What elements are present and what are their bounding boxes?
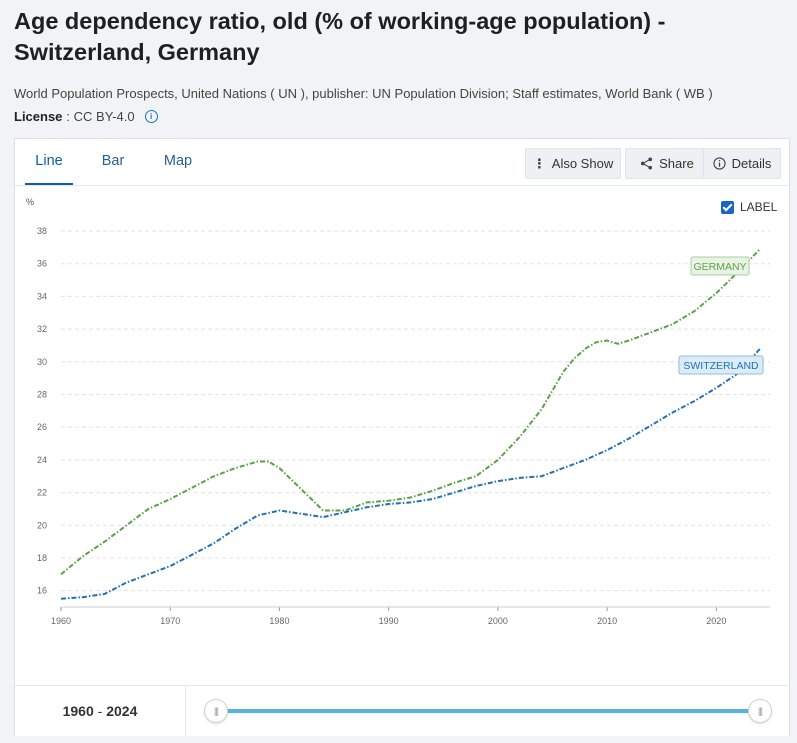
info-icon[interactable]: i [144,110,158,123]
y-tick-label: 34 [37,291,47,301]
also-show-button[interactable]: ⋮ Also Show [525,148,621,179]
range-slider-track[interactable] [215,709,759,713]
chart-tabs: Line Bar Map ⋮ Also Show Share Details [15,139,789,186]
tab-map[interactable]: Map [163,153,193,169]
range-slider-start-handle[interactable]: ||| [204,699,228,723]
y-tick-label: 18 [37,553,47,563]
line-chart: % 16 18 20 22 24 26 28 30 32 34 36 38 1960 1970 1980 199… [26,197,770,626]
year-range: 1960 - 2024 [15,686,186,736]
y-tick-label: 32 [37,324,47,334]
source-text: World Population Prospects, United Natio… [14,86,713,101]
y-axis-unit: % [26,197,34,207]
also-show-label: Also Show [551,156,614,171]
y-tick-label: 36 [37,259,47,269]
details-label: Details [731,156,772,171]
x-tick-label: 1960 [51,616,71,626]
label-checkbox[interactable] [721,200,734,214]
y-tick-label: 22 [37,488,47,498]
time-range-footer: 1960 - 2024 ||| ||| [15,685,789,736]
tab-line[interactable]: Line [25,139,73,185]
series-end-label: GERMANY [693,261,746,273]
range-slider-end-handle[interactable]: ||| [748,699,772,723]
series-end-label-box [678,355,764,375]
license-label: License [14,109,63,124]
series-end-label: SWITZERLAND [683,360,759,372]
x-tick-label: 2010 [597,616,617,626]
chart-card: Line Bar Map ⋮ Also Show Share Details [14,138,790,736]
series-line-switzerland [60,348,761,600]
range-start: 1960 [62,703,94,719]
license-line: License : CC BY-4.0 i [14,109,158,124]
share-button[interactable]: Share [625,148,709,179]
info-circle-icon [712,157,726,170]
y-tick-label: 30 [37,357,47,367]
x-tick-label: 2020 [706,616,726,626]
share-label: Share [659,156,694,171]
y-tick-label: 24 [37,455,47,465]
details-button[interactable]: Details [703,148,781,179]
label-toggle[interactable]: LABEL [721,200,777,214]
more-vertical-icon: ⋮ [532,155,546,171]
x-tick-label: 1990 [379,616,399,626]
y-tick-label: 38 [37,226,47,236]
label-toggle-text: LABEL [740,200,778,214]
x-tick-label: 1970 [160,616,180,626]
range-separator: - [97,703,103,719]
share-icon [641,157,653,170]
x-tick-label: 2000 [488,616,508,626]
y-tick-label: 26 [37,422,47,432]
series-line-germany [60,248,761,576]
x-tick-label: 1980 [269,616,289,626]
page-title: Age dependency ratio, old (% of working-… [14,8,666,65]
license-value: : CC BY-4.0 [66,109,135,124]
y-tick-label: 28 [37,389,47,399]
series-end-label-box [690,256,750,276]
tab-bar[interactable]: Bar [101,153,125,169]
range-end: 2024 [106,703,138,719]
y-tick-label: 20 [37,520,47,530]
y-tick-label: 16 [37,586,47,596]
